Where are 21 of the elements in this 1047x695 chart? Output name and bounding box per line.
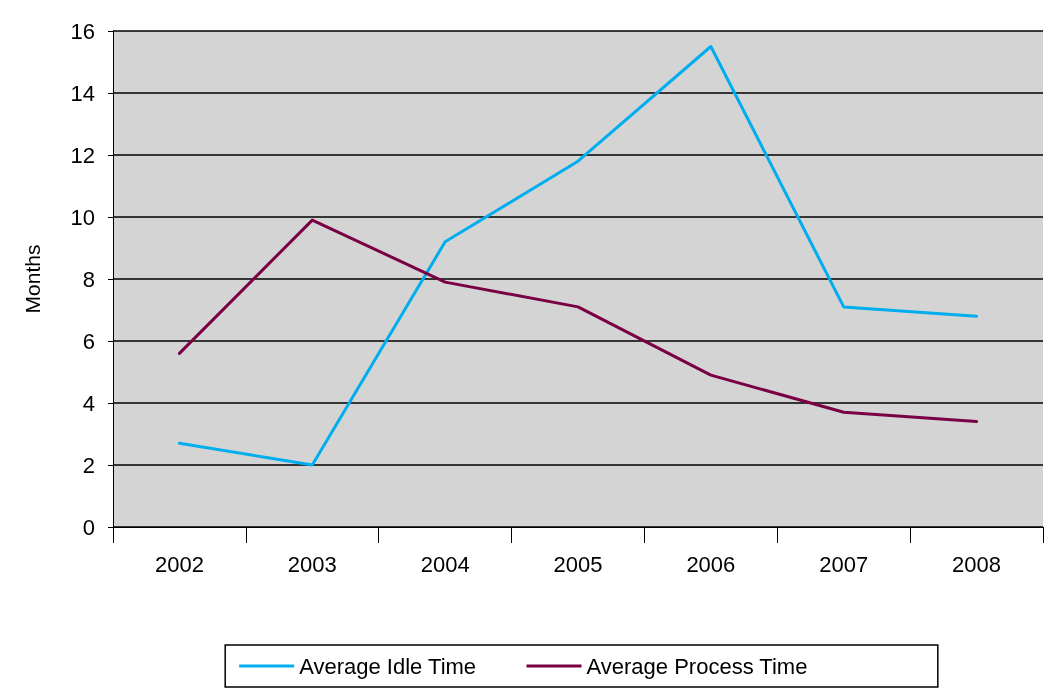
x-tick-label: 2003 (287, 551, 337, 577)
y-tick-label: 12 (70, 142, 95, 168)
y-tick-label: 0 (82, 514, 95, 540)
x-tick-label: 2004 (420, 551, 470, 577)
y-axis-title: Months (21, 244, 44, 314)
y-tick-label: 6 (82, 328, 95, 354)
x-tick-label: 2005 (553, 551, 603, 577)
line-series (177, 45, 979, 467)
y-tick-label: 2 (82, 452, 95, 478)
legend-label: Average Idle Time (299, 653, 477, 679)
line-series (177, 218, 979, 424)
x-tick-label: 2002 (154, 551, 204, 577)
x-tick-label: 2008 (952, 551, 1002, 577)
legend-label: Average Process Time (586, 653, 808, 679)
y-tick-label: 4 (82, 390, 95, 416)
x-tick-label: 2006 (686, 551, 736, 577)
y-tick-label: 14 (70, 80, 95, 106)
y-tick-label: 8 (82, 266, 95, 292)
x-tick-label: 2007 (819, 551, 869, 577)
y-tick-label: 16 (70, 18, 95, 44)
y-tick-label: 10 (70, 204, 95, 230)
